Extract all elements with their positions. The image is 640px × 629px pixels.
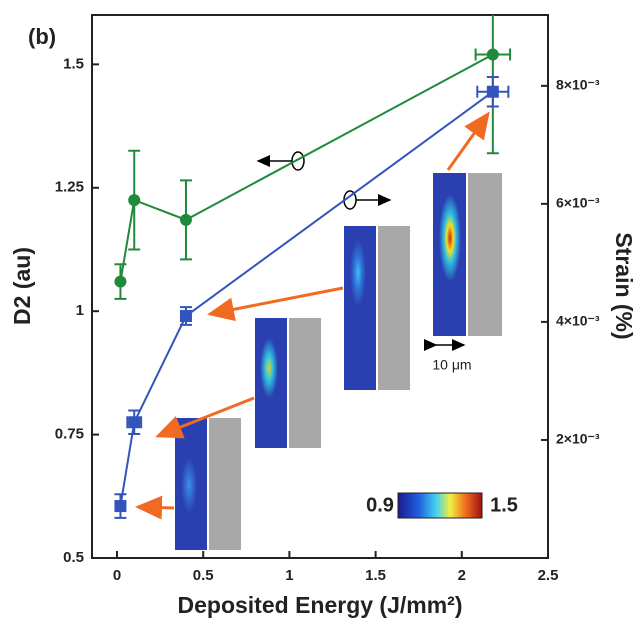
panel-label: (b)	[28, 24, 56, 49]
series-line	[119, 90, 494, 507]
inset-arrows	[135, 111, 490, 520]
inset-images	[175, 173, 502, 550]
x-tick-label: 0	[113, 567, 121, 584]
y2-tick-label: 8×10⁻³	[556, 77, 600, 93]
y-tick-label: 1.25	[55, 179, 84, 196]
y-axis-label: D2 (au)	[9, 247, 35, 325]
y2-tick-label: 6×10⁻³	[556, 195, 600, 211]
y2-tick-label: 2×10⁻³	[556, 431, 600, 447]
y-tick-label: 1.5	[63, 55, 84, 72]
y2-tick-label: 4×10⁻³	[556, 313, 600, 329]
y-tick-label: 0.5	[63, 549, 84, 566]
x-tick-label: 1	[285, 567, 293, 584]
series-line	[119, 53, 494, 282]
x-tick-label: 2	[458, 567, 466, 584]
point	[128, 194, 141, 207]
point	[179, 213, 192, 226]
colorbar-min: 0.9	[366, 494, 394, 516]
point	[128, 416, 141, 429]
y-tick-label: 0.75	[55, 426, 84, 443]
point	[114, 500, 127, 513]
x-tick-label: 0.5	[193, 567, 214, 584]
plot-frame	[91, 14, 549, 559]
x-axis-label: Deposited Energy (J/mm²)	[178, 592, 463, 618]
point	[486, 85, 499, 98]
scale-bar-label: 10 μm	[432, 357, 471, 373]
point	[114, 275, 127, 288]
point	[179, 310, 192, 323]
colorbar	[397, 492, 483, 519]
point	[486, 48, 499, 61]
colorbar-max: 1.5	[490, 494, 518, 516]
x-tick-label: 2.5	[538, 567, 559, 584]
y-tick-label: 1	[76, 302, 84, 319]
x-tick-label: 1.5	[365, 567, 386, 584]
y2-axis-label: Strain (%)	[611, 232, 637, 339]
